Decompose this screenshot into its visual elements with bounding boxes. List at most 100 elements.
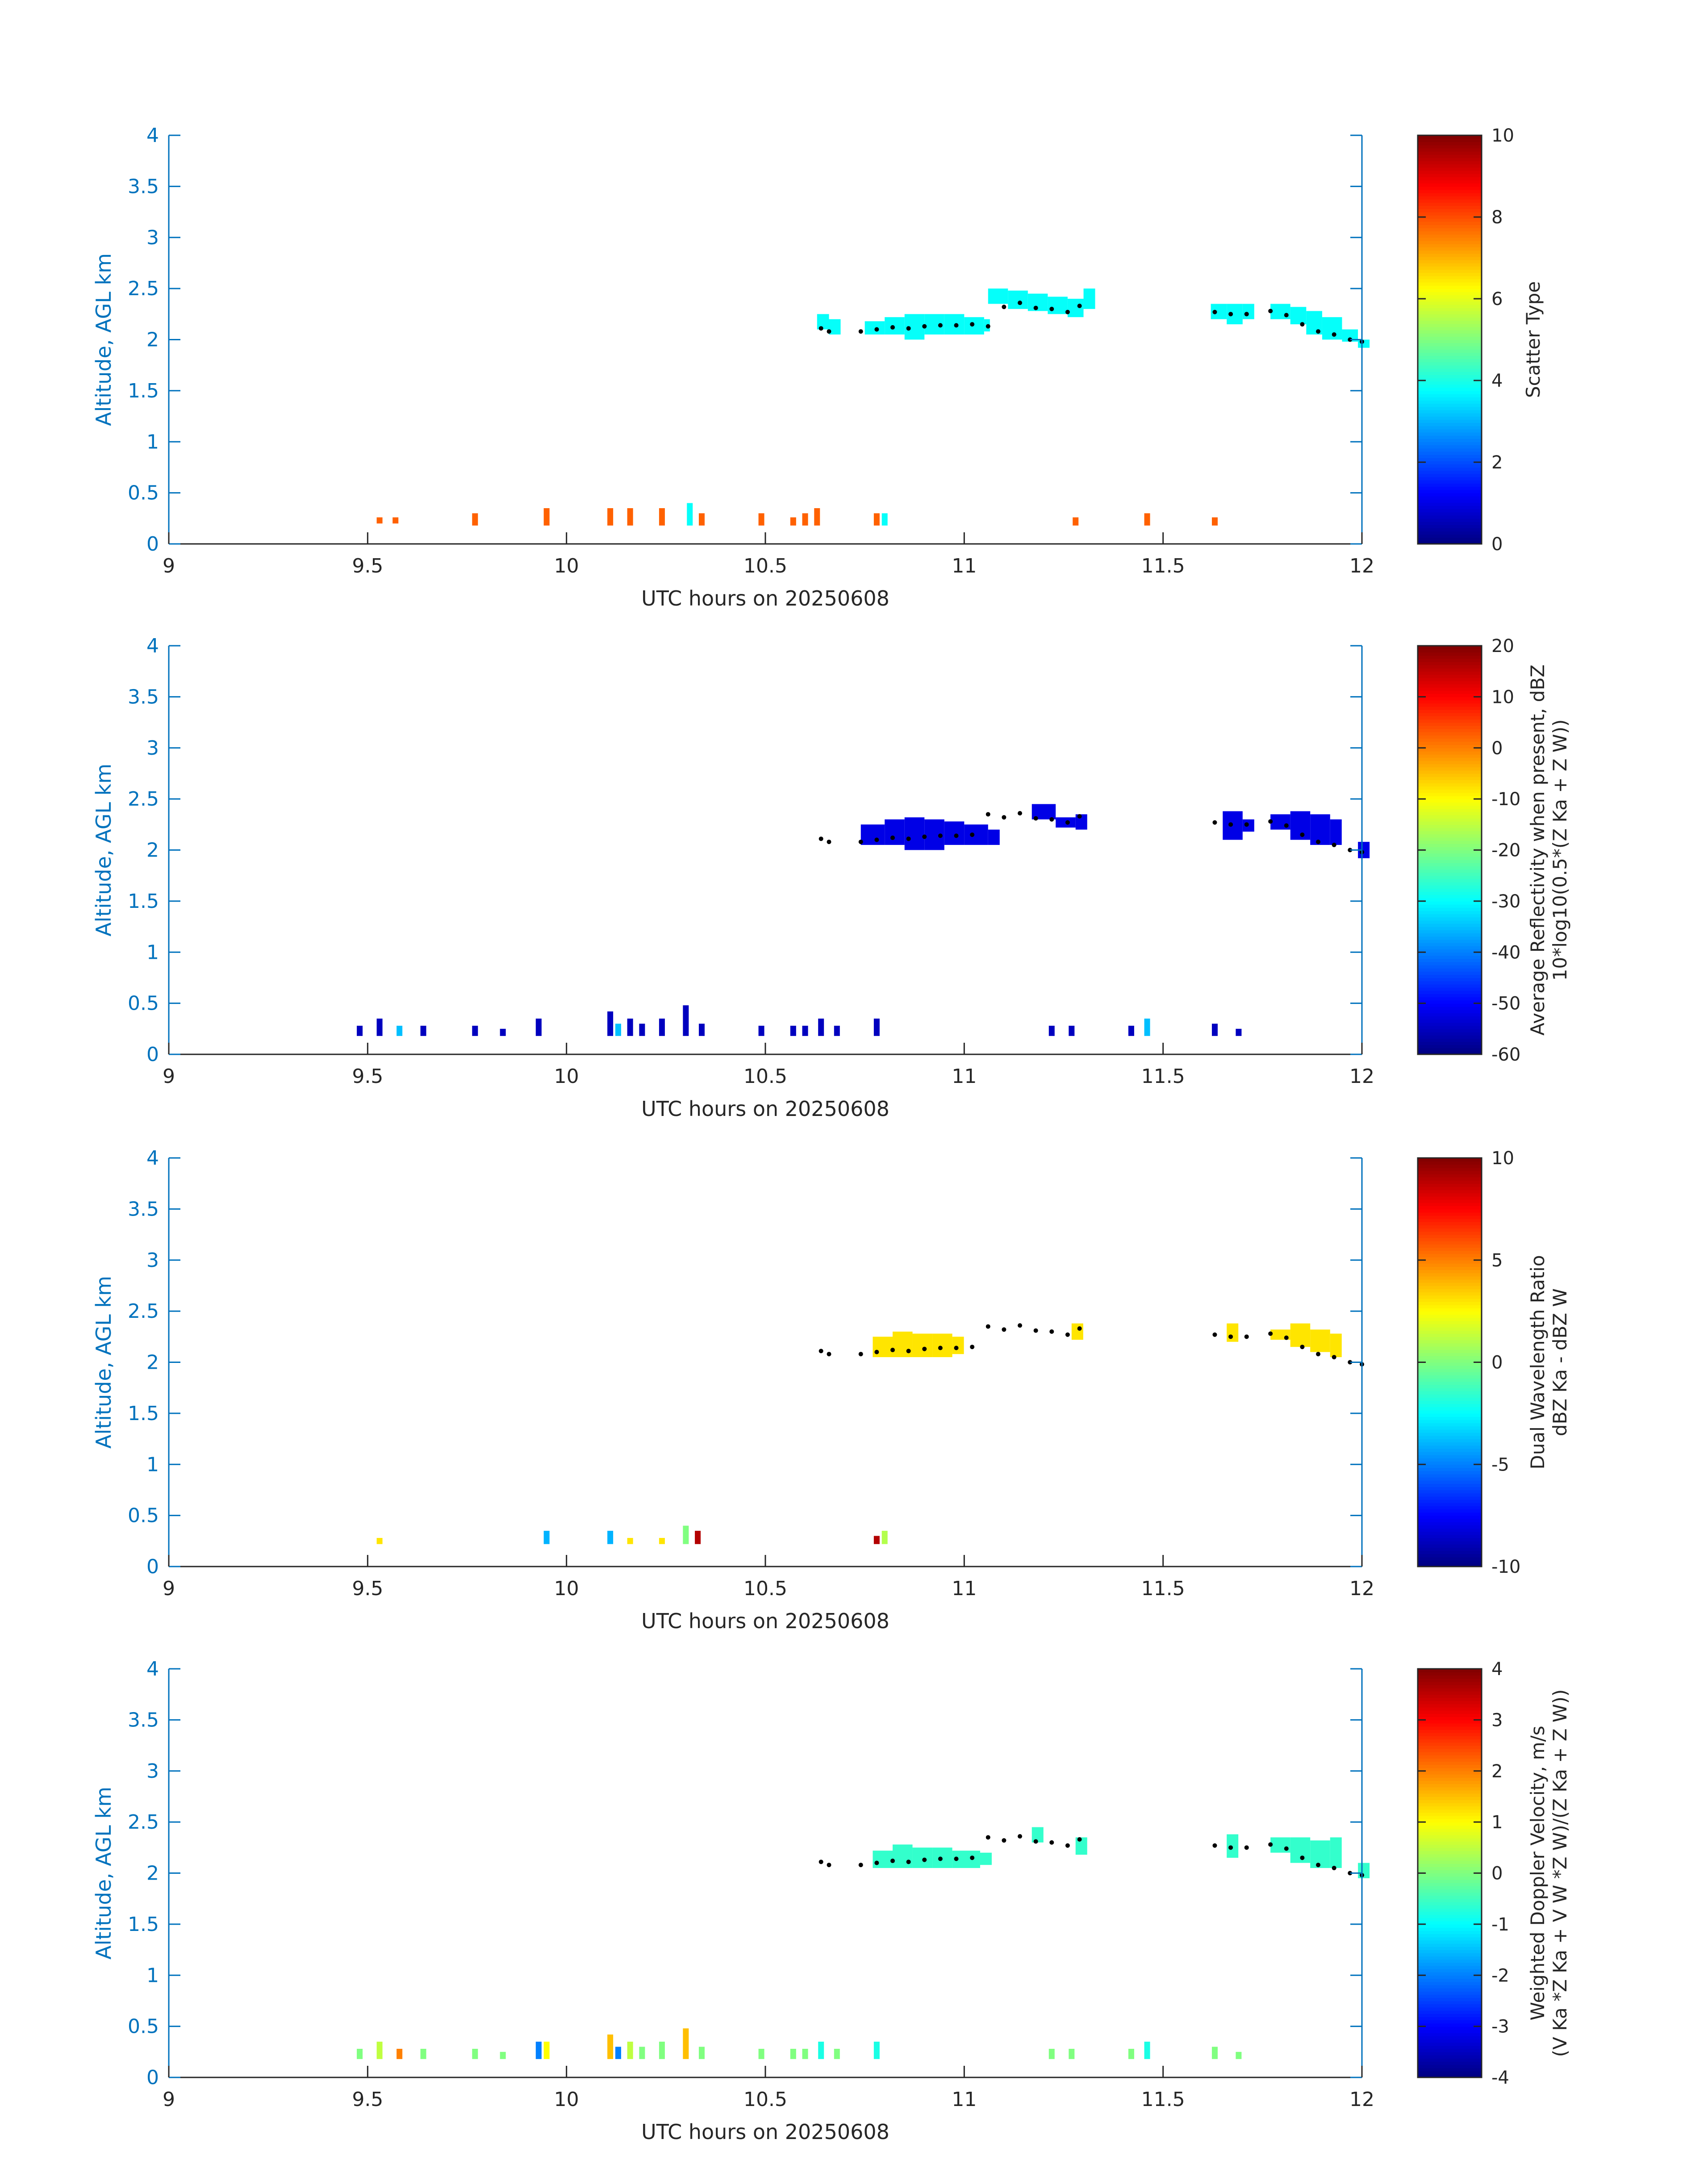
colorbar-step bbox=[1418, 1442, 1482, 1446]
colorbar-step bbox=[1418, 709, 1482, 713]
colorbar-step bbox=[1418, 1203, 1482, 1207]
colorbar-step bbox=[1418, 757, 1482, 761]
cloud-base-dot bbox=[819, 326, 823, 331]
colorbar-step bbox=[1418, 1950, 1482, 1954]
colorbar-step bbox=[1418, 1761, 1482, 1765]
colorbar-step bbox=[1418, 1263, 1482, 1267]
colorbar-step bbox=[1418, 694, 1482, 698]
colorbar-step bbox=[1418, 1346, 1482, 1350]
surface-cell bbox=[397, 2048, 403, 2059]
colorbar-step bbox=[1418, 1190, 1482, 1194]
cloud-base-dot bbox=[858, 1352, 863, 1357]
cloud-base-dot bbox=[986, 1835, 990, 1840]
colorbar-step bbox=[1418, 292, 1482, 296]
colorbar-step bbox=[1418, 1254, 1482, 1258]
colorbar-step bbox=[1418, 741, 1482, 745]
surface-cell bbox=[790, 1025, 796, 1036]
colorbar-step bbox=[1418, 1838, 1482, 1842]
x-tick-label: 10.5 bbox=[743, 555, 787, 577]
colorbar-step bbox=[1418, 850, 1482, 854]
cloud-base-dot bbox=[1002, 815, 1006, 820]
colorbar-step bbox=[1418, 493, 1482, 497]
colorbar-step bbox=[1418, 1493, 1482, 1497]
colorbar-step bbox=[1418, 1333, 1482, 1337]
colorbar-step bbox=[1418, 259, 1482, 263]
colorbar-step bbox=[1418, 1304, 1482, 1308]
cloud-cell bbox=[1031, 1827, 1044, 1843]
surface-cell bbox=[420, 1025, 426, 1036]
colorbar-step bbox=[1418, 1375, 1482, 1379]
surface-cell bbox=[683, 1525, 689, 1544]
colorbar-step bbox=[1418, 164, 1482, 168]
colorbar-step bbox=[1418, 1927, 1482, 1931]
colorbar-step bbox=[1418, 1237, 1482, 1241]
colorbar-step bbox=[1418, 1362, 1482, 1366]
colorbar-step bbox=[1418, 2058, 1482, 2062]
colorbar-step bbox=[1418, 1710, 1482, 1714]
x-tick-label: 10.5 bbox=[743, 2088, 787, 2111]
colorbar-step bbox=[1418, 2026, 1482, 2030]
colorbar-step bbox=[1418, 272, 1482, 276]
cloud-cell bbox=[1223, 811, 1243, 840]
cloud-base-dot bbox=[1002, 1838, 1006, 1843]
x-tick-label: 10 bbox=[554, 555, 579, 577]
colorbar-step bbox=[1418, 716, 1482, 720]
colorbar-step bbox=[1418, 840, 1482, 844]
x-tick-label: 9 bbox=[163, 2088, 175, 2111]
surface-cell bbox=[1144, 2041, 1150, 2059]
colorbar-step bbox=[1418, 2004, 1482, 2008]
cloud-base-dot bbox=[1244, 822, 1249, 827]
x-tick-label: 11 bbox=[952, 555, 977, 577]
colorbar-step bbox=[1418, 1886, 1482, 1890]
colorbar-step bbox=[1418, 199, 1482, 203]
y-tick-label: 3 bbox=[146, 1760, 159, 1783]
colorbar-step bbox=[1418, 486, 1482, 490]
x-tick-label: 11.5 bbox=[1141, 2088, 1185, 2111]
upper-cloud-layer bbox=[873, 1323, 1342, 1358]
colorbar-step bbox=[1418, 1247, 1482, 1251]
upper-cloud-layer bbox=[860, 804, 1370, 858]
colorbar-step bbox=[1418, 1158, 1482, 1162]
colorbar-step bbox=[1418, 1847, 1482, 1851]
colorbar-step bbox=[1418, 1921, 1482, 1925]
colorbar-step bbox=[1418, 744, 1482, 748]
cloud-base-dot bbox=[1268, 1331, 1273, 1336]
colorbar-step bbox=[1418, 1860, 1482, 1864]
colorbar-step bbox=[1418, 1368, 1482, 1372]
colorbar-step bbox=[1418, 1384, 1482, 1388]
cloud-cell bbox=[932, 1333, 952, 1358]
colorbar-step bbox=[1418, 1289, 1482, 1293]
cloud-cell bbox=[817, 314, 829, 330]
colorbar-step bbox=[1418, 1755, 1482, 1759]
colorbar-step bbox=[1418, 1678, 1482, 1682]
colorbar-step bbox=[1418, 151, 1482, 155]
colorbar-step bbox=[1418, 1684, 1482, 1688]
colorbar-step bbox=[1418, 1953, 1482, 1957]
cloud-base-dot bbox=[970, 322, 975, 327]
colorbar-step bbox=[1418, 1943, 1482, 1947]
colorbar-step bbox=[1418, 1691, 1482, 1695]
colorbar-step bbox=[1418, 1317, 1482, 1321]
x-axis-label: UTC hours on 20250608 bbox=[641, 1097, 889, 1121]
colorbar-step bbox=[1418, 509, 1482, 513]
colorbar-step bbox=[1418, 901, 1482, 905]
colorbar-step bbox=[1418, 1387, 1482, 1391]
colorbar-step bbox=[1418, 237, 1482, 241]
colorbar-step bbox=[1418, 748, 1482, 752]
cloud-base-dot bbox=[1244, 312, 1249, 317]
cloud-cell bbox=[893, 1331, 913, 1358]
colorbar-step bbox=[1418, 1320, 1482, 1325]
cloud-base-dot bbox=[1348, 1871, 1353, 1876]
colorbar-step bbox=[1418, 308, 1482, 311]
cloud-base-dot bbox=[874, 327, 879, 332]
colorbar-step bbox=[1418, 1873, 1482, 1877]
colorbar-step bbox=[1418, 1371, 1482, 1375]
colorbar-step bbox=[1418, 1815, 1482, 1819]
cloud-base-dot bbox=[1300, 1345, 1305, 1350]
cloud-base-dot bbox=[922, 324, 927, 329]
cloud-cell bbox=[1071, 1323, 1083, 1340]
colorbar-step bbox=[1418, 1560, 1482, 1564]
cloud-base-dot bbox=[890, 1859, 895, 1864]
x-tick-label: 9.5 bbox=[352, 1577, 383, 1600]
